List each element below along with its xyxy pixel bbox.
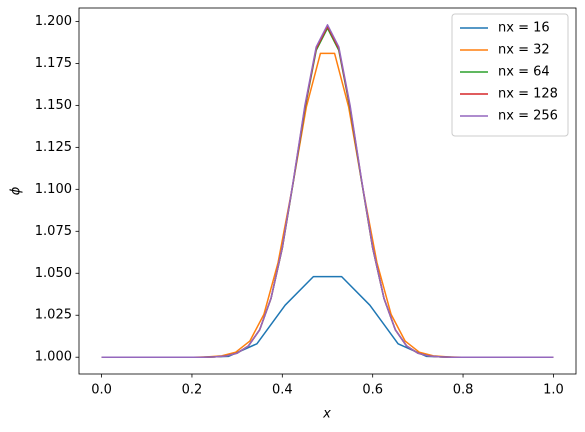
- legend-label: nx = 256: [498, 109, 558, 124]
- y-tick-label: 1.175: [35, 56, 72, 71]
- y-tick-label: 1.125: [35, 140, 72, 155]
- x-axis-label: x: [322, 407, 331, 422]
- y-tick-label: 1.200: [35, 14, 72, 29]
- x-tick-label: 0.6: [362, 383, 383, 398]
- x-tick-label: 1.0: [543, 383, 564, 398]
- y-tick-label: 1.075: [35, 224, 72, 239]
- plot-frame: [78, 7, 577, 375]
- y-axis-label: ϕ: [9, 186, 24, 195]
- legend-label: nx = 32: [498, 43, 550, 58]
- series-line: [101, 24, 554, 358]
- y-tick-label: 1.150: [35, 98, 72, 113]
- x-tick-label: 0.0: [91, 383, 112, 398]
- y-tick-label: 1.050: [35, 266, 72, 281]
- y-tick-label: 1.025: [35, 308, 72, 323]
- y-tick-label: 1.100: [35, 182, 72, 197]
- legend: nx = 16 nx = 32 nx = 64 nx = 128 nx = 256: [451, 13, 569, 137]
- legend-box: [451, 13, 569, 137]
- legend-label: nx = 16: [498, 21, 550, 36]
- x-tick-label: 0.4: [272, 383, 293, 398]
- x-tick-label: 0.8: [453, 383, 474, 398]
- legend-label: nx = 128: [498, 87, 558, 102]
- series-line: [101, 275, 554, 358]
- x-tick-label: 0.2: [182, 383, 203, 398]
- legend-label: nx = 64: [498, 65, 550, 80]
- y-tick-label: 1.000: [35, 350, 72, 365]
